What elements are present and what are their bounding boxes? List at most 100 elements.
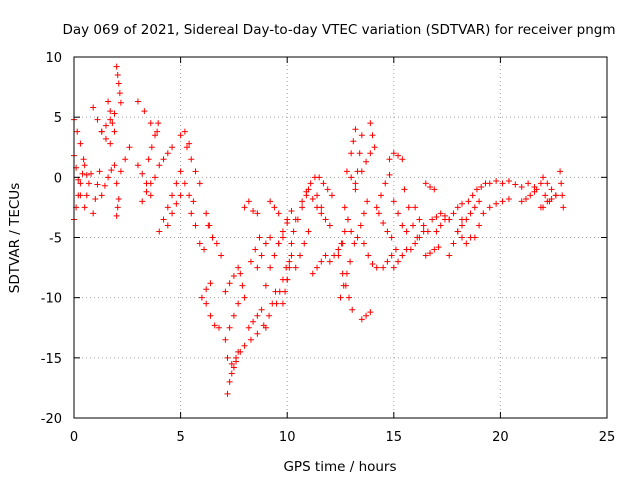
series-sat-50 [309,252,329,277]
data-point [117,168,124,175]
data-point [115,195,122,202]
series-sat-29 [222,264,242,295]
series-sat-82 [459,198,483,229]
data-point [218,252,225,259]
data-point [164,222,171,229]
data-point [390,264,397,271]
data-point [450,210,457,217]
data-point [375,210,382,217]
y-tick-label: -10 [41,292,62,307]
data-point [373,204,380,211]
data-point [427,183,434,190]
data-point [203,210,210,217]
series-sat-18 [156,180,180,235]
data-point [254,210,261,217]
data-point [380,220,387,227]
series-sat-31 [224,348,242,397]
data-point [188,210,195,217]
data-point [422,252,429,259]
data-point [141,108,148,115]
data-point [211,322,218,329]
data-point [290,228,297,235]
series-sat-80 [446,200,466,223]
data-point [77,140,84,147]
data-point [446,252,453,259]
series-sat-47 [294,192,310,223]
data-point [378,192,385,199]
data-point [224,354,231,361]
series-sat-27 [203,300,222,331]
data-point [328,192,335,199]
data-point [94,181,101,188]
series-sat-76 [422,244,442,259]
series-sat-21 [177,168,197,205]
data-point [386,171,393,178]
x-tick-label: 15 [386,430,403,445]
series-sat-75 [422,180,438,193]
data-point [173,180,180,187]
data-point [339,270,346,277]
data-point [399,222,406,229]
series-sat-17 [156,144,176,169]
data-point [286,264,293,271]
data-point [431,246,438,253]
data-point [301,240,308,247]
data-point [109,120,116,127]
data-point [177,168,184,175]
series-sat-62 [358,150,374,175]
data-point [207,280,214,287]
data-point [390,150,397,157]
data-point [352,180,359,187]
data-point [266,312,273,319]
data-point [288,252,295,259]
series-sat-02 [71,162,88,223]
series-sat-87 [518,188,538,205]
data-point [114,72,121,79]
data-point [279,234,286,241]
data-point [122,156,129,163]
data-point [177,132,184,139]
data-point [245,324,252,331]
series-sat-22 [183,144,203,187]
series-sat-57 [341,204,358,247]
data-point [241,204,248,211]
series-sat-71 [390,246,410,271]
data-point [395,258,402,265]
data-point [169,210,176,217]
data-point [169,192,176,199]
axes: 0 5 10 15 20 25 -20 -15 -10 -5 0 5 10 [41,51,616,445]
data-point [454,228,461,235]
series-sat-05 [90,168,103,217]
data-point [471,234,478,241]
data-point [342,282,349,289]
data-point [459,200,466,207]
data-point [493,200,500,207]
x-tick-label: 20 [492,430,509,445]
data-point [382,180,389,187]
data-point [364,198,371,205]
data-point [267,264,274,271]
data-point [198,294,205,301]
series-sat-15 [139,174,159,205]
data-point [499,180,506,187]
data-point [405,204,412,211]
data-point [486,180,493,187]
data-point [395,210,402,217]
data-point [388,234,395,241]
data-marks [71,63,567,397]
data-point [380,264,387,271]
series-sat-46 [292,228,312,271]
series-sat-69 [386,150,406,163]
data-point [80,156,87,163]
data-point [318,204,325,211]
data-point [296,252,303,259]
series-sat-36 [254,234,274,271]
data-point [314,192,321,199]
data-point [360,210,367,217]
data-point [196,240,203,247]
data-point [326,258,333,265]
data-point [284,220,291,227]
series-sat-81 [454,228,474,247]
data-point [314,264,321,271]
